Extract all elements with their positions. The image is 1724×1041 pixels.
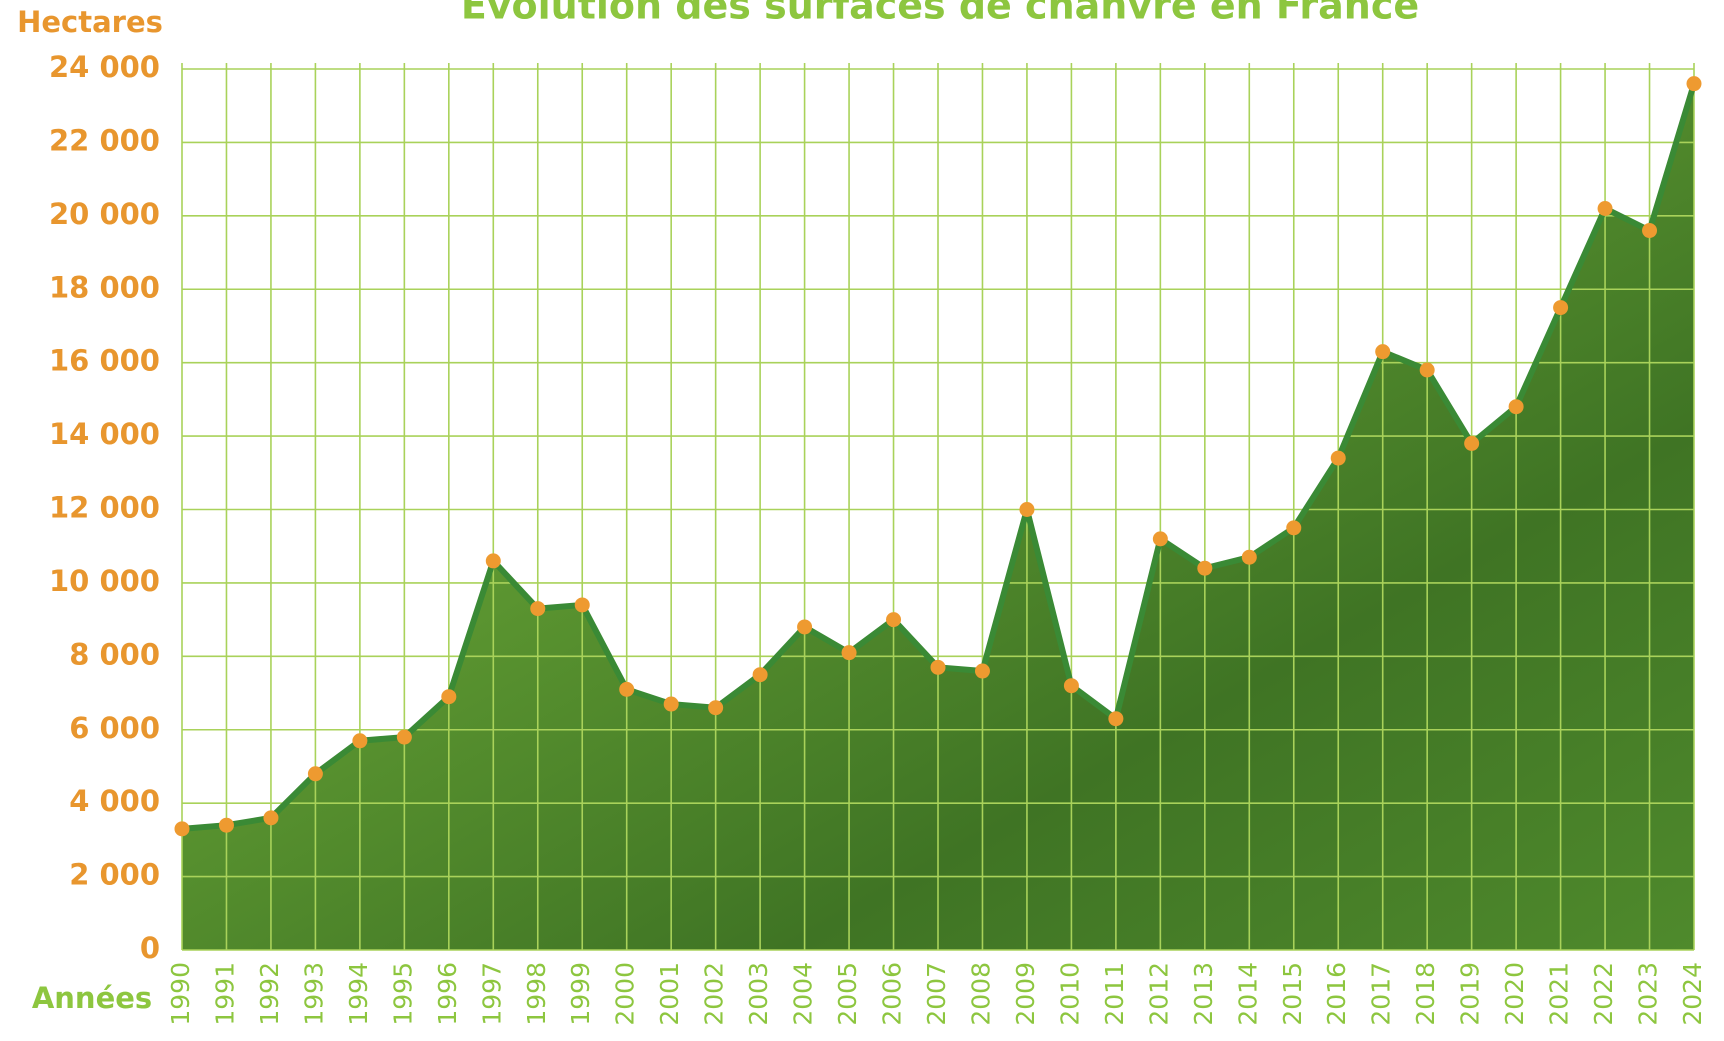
x-tick-label: 2010	[1055, 962, 1084, 1026]
x-tick-label: 2018	[1411, 962, 1440, 1026]
marker	[931, 660, 946, 675]
x-tick-label: 2022	[1589, 962, 1618, 1026]
x-tick-label: 1993	[299, 962, 328, 1026]
x-axis-label: Années	[32, 981, 152, 1015]
x-tick-label: 1992	[255, 962, 284, 1026]
y-tick-label: 18 000	[49, 270, 160, 304]
y-tick-label: 10 000	[49, 564, 160, 598]
marker	[1687, 76, 1702, 91]
marker	[1242, 550, 1257, 565]
marker	[708, 700, 723, 715]
marker	[175, 821, 190, 836]
marker	[1598, 201, 1613, 216]
marker	[886, 612, 901, 627]
marker	[1553, 300, 1568, 315]
y-tick-label: 12 000	[49, 491, 160, 525]
marker	[263, 810, 278, 825]
y-tick-label: 8 000	[69, 637, 160, 671]
marker	[975, 664, 990, 679]
x-tick-label: 2006	[878, 962, 907, 1026]
marker	[1464, 436, 1479, 451]
marker	[1197, 561, 1212, 576]
marker	[1019, 502, 1034, 517]
x-tick-label: 2019	[1456, 962, 1485, 1026]
x-tick-label: 2002	[700, 962, 729, 1026]
marker	[1375, 344, 1390, 359]
x-tick-label: 2007	[922, 962, 951, 1026]
x-tick-label: 2023	[1634, 962, 1663, 1026]
x-tick-label: 1997	[477, 962, 506, 1026]
x-tick-label: 2005	[833, 962, 862, 1026]
marker	[1509, 399, 1524, 414]
y-tick-label: 20 000	[49, 197, 160, 231]
x-tick-label: 2020	[1500, 962, 1529, 1026]
marker	[797, 619, 812, 634]
x-tick-label: 2001	[655, 962, 684, 1026]
y-tick-label: 4 000	[69, 784, 160, 818]
marker	[1064, 678, 1079, 693]
x-tick-label: 2024	[1678, 962, 1707, 1026]
x-tick-label: 2009	[1011, 962, 1040, 1026]
marker	[441, 689, 456, 704]
chart-title: Evolution des surfaces de chanvre en Fra…	[461, 0, 1419, 28]
x-tick-label: 2003	[744, 962, 773, 1026]
x-tick-label: 2015	[1278, 962, 1307, 1026]
marker	[575, 597, 590, 612]
marker	[352, 733, 367, 748]
y-axis-label: Hectares	[17, 5, 163, 39]
marker	[219, 818, 234, 833]
marker	[1286, 520, 1301, 535]
marker	[397, 730, 412, 745]
y-tick-label: 2 000	[69, 858, 160, 892]
marker	[1331, 451, 1346, 466]
x-tick-label: 2013	[1189, 962, 1218, 1026]
marker	[1108, 711, 1123, 726]
marker	[664, 697, 679, 712]
y-tick-label: 16 000	[49, 344, 160, 378]
marker	[753, 667, 768, 682]
x-tick-label: 1994	[344, 962, 373, 1026]
x-tick-label: 2004	[789, 962, 818, 1026]
x-tick-label: 2021	[1545, 962, 1574, 1026]
x-tick-label: 1998	[522, 962, 551, 1026]
marker	[530, 601, 545, 616]
x-tick-label: 1990	[166, 962, 195, 1026]
marker	[1420, 363, 1435, 378]
y-tick-label: 6 000	[69, 711, 160, 745]
marker	[486, 553, 501, 568]
x-tick-label: 1999	[566, 962, 595, 1026]
y-tick-label: 14 000	[49, 417, 160, 451]
marker	[1153, 531, 1168, 546]
x-tick-label: 2012	[1144, 962, 1173, 1026]
x-tick-label: 1995	[388, 962, 417, 1026]
marker	[619, 682, 634, 697]
marker	[1642, 223, 1657, 238]
y-tick-label: 0	[140, 931, 160, 965]
chart: Evolution des surfaces de chanvre en Fra…	[0, 0, 1724, 1041]
marker	[842, 645, 857, 660]
marker	[308, 766, 323, 781]
x-tick-label: 2000	[611, 962, 640, 1026]
x-tick-label: 1996	[433, 962, 462, 1026]
x-tick-label: 2017	[1367, 962, 1396, 1026]
y-tick-label: 22 000	[49, 123, 160, 157]
x-tick-label: 2016	[1322, 962, 1351, 1026]
y-tick-label: 24 000	[49, 50, 160, 84]
x-tick-label: 2014	[1233, 962, 1262, 1026]
x-tick-label: 2008	[966, 962, 995, 1026]
x-tick-label: 1991	[210, 962, 239, 1026]
x-tick-label: 2011	[1100, 962, 1129, 1026]
